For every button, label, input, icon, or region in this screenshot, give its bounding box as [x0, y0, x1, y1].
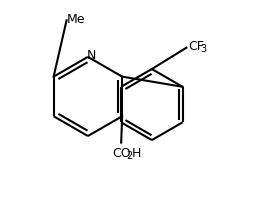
Text: 3: 3 [200, 44, 206, 54]
Text: Me: Me [67, 13, 85, 26]
Text: H: H [131, 146, 141, 160]
Text: N: N [86, 49, 96, 62]
Text: CF: CF [188, 40, 204, 53]
Text: 2: 2 [127, 151, 133, 161]
Text: CO: CO [112, 146, 131, 160]
